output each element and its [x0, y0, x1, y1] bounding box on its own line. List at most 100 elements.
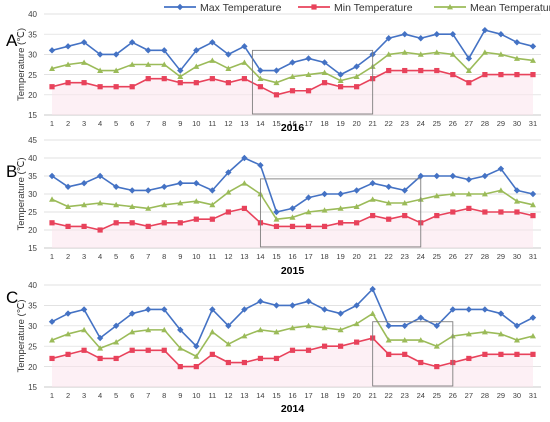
series-min-temperature-area	[52, 338, 533, 387]
data-point-mean-temperature	[353, 320, 360, 327]
y-tick-label: 20	[28, 226, 37, 235]
x-tick-label: 7	[146, 252, 150, 261]
data-point-min-temperature	[257, 84, 264, 90]
data-point-mean-temperature	[449, 51, 456, 57]
data-point-min-temperature	[289, 88, 296, 94]
data-point-min-temperature	[145, 347, 151, 353]
data-point-mean-temperature	[193, 353, 200, 359]
data-point-mean-temperature	[465, 67, 472, 73]
x-tick-label: 25	[433, 252, 441, 261]
series-min-temperature	[49, 205, 536, 248]
data-point-min-temperature	[386, 216, 392, 222]
highlight-box	[259, 178, 422, 248]
data-point-mean-temperature	[337, 77, 344, 84]
x-tick-label: 21	[368, 252, 376, 261]
data-point-max-temperature	[193, 47, 200, 54]
x-tick-label: 12	[224, 119, 232, 128]
data-point-max-temperature	[369, 180, 376, 187]
data-point-max-temperature	[96, 334, 104, 342]
data-point-max-temperature	[465, 176, 473, 183]
data-point-max-temperature	[513, 39, 521, 46]
data-point-min-temperature	[418, 359, 424, 366]
legend-max-temperature-label: Max Temperature	[200, 2, 282, 14]
data-point-mean-temperature	[417, 337, 424, 343]
x-tick-label: 15	[272, 391, 280, 400]
x-tick-label: 14	[256, 252, 264, 261]
data-point-max-temperature	[80, 180, 88, 187]
data-point-min-temperature	[289, 347, 296, 353]
data-point-min-temperature	[402, 351, 408, 357]
data-point-max-temperature	[497, 31, 505, 38]
x-tick-label: 16	[288, 119, 296, 128]
x-tick-label: 3	[82, 119, 86, 128]
data-point-mean-temperature	[321, 324, 328, 331]
data-point-mean-temperature	[337, 326, 344, 333]
data-point-mean-temperature	[305, 209, 312, 215]
data-point-mean-temperature	[193, 198, 200, 204]
x-tick-label: 11	[208, 391, 216, 400]
x-tick-label: 6	[130, 252, 134, 261]
data-point-max-temperature	[161, 306, 168, 313]
data-point-max-temperature	[193, 343, 200, 350]
x-tick-label: 6	[130, 119, 134, 128]
data-point-mean-temperature	[529, 57, 536, 63]
x-tick-label: 30	[513, 119, 521, 128]
x-tick-label: 2	[66, 391, 70, 400]
series-mean-temperature	[49, 49, 536, 86]
x-tick-label: 19	[336, 391, 344, 400]
data-point-max-temperature	[321, 306, 328, 313]
y-tick-label: 35	[28, 302, 37, 311]
x-tick-label: 27	[465, 391, 473, 400]
x-tick-label: 5	[114, 391, 118, 400]
legend-min-temperature-label: Min Temperature	[334, 2, 413, 14]
data-point-mean-temperature	[129, 61, 136, 67]
y-tick-label: 40	[28, 154, 37, 163]
data-point-mean-temperature	[433, 49, 440, 55]
data-point-mean-temperature	[401, 49, 408, 55]
data-point-mean-temperature	[81, 326, 88, 333]
x-tick-label: 26	[449, 252, 457, 261]
data-point-min-temperature	[305, 223, 312, 229]
x-tick-label: 6	[130, 391, 134, 400]
data-point-max-temperature	[337, 310, 344, 317]
data-point-min-temperature	[273, 223, 280, 229]
data-point-max-temperature	[385, 322, 392, 329]
data-point-max-temperature	[128, 310, 136, 317]
y-tick-label: 30	[28, 322, 37, 331]
x-tick-label: 20	[352, 252, 360, 261]
data-point-min-temperature	[402, 67, 408, 74]
y-tick-label: 15	[28, 111, 37, 120]
y-tick-label: 15	[28, 244, 37, 253]
data-point-min-temperature	[498, 351, 504, 357]
x-tick-label: 26	[449, 119, 457, 128]
data-point-mean-temperature	[369, 196, 376, 202]
data-point-min-temperature	[498, 209, 504, 215]
data-point-min-temperature	[370, 213, 376, 219]
data-point-min-temperature	[337, 220, 344, 226]
data-point-max-temperature	[209, 187, 216, 194]
x-tick-label: 15	[272, 252, 280, 261]
data-point-min-temperature	[97, 84, 103, 90]
panel-year-title: 2016	[281, 122, 305, 134]
data-point-min-temperature	[49, 355, 55, 362]
x-tick-label: 18	[320, 252, 328, 261]
data-point-max-temperature	[145, 47, 152, 54]
x-tick-label: 8	[162, 391, 166, 400]
data-point-mean-temperature	[417, 51, 424, 57]
data-point-min-temperature	[482, 72, 488, 78]
data-point-max-temperature	[497, 165, 505, 172]
data-point-mean-temperature	[97, 345, 104, 351]
x-tick-label: 31	[529, 119, 537, 128]
data-point-max-temperature	[128, 39, 136, 46]
y-tick-label: 15	[28, 383, 37, 392]
data-point-mean-temperature	[465, 191, 472, 197]
series-min-temperature	[49, 335, 536, 387]
x-tick-label: 29	[497, 119, 505, 128]
data-point-min-temperature	[81, 80, 87, 86]
x-tick-label: 13	[240, 119, 248, 128]
data-point-min-temperature	[177, 364, 183, 370]
data-point-max-temperature	[449, 172, 457, 180]
data-point-mean-temperature	[209, 328, 216, 335]
data-point-min-temperature	[530, 72, 536, 78]
